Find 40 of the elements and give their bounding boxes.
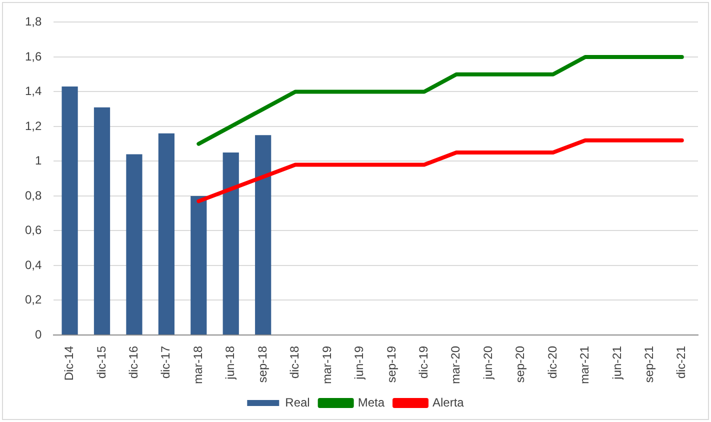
bar: [222, 152, 239, 334]
x-tick-label: dic-16: [126, 346, 141, 379]
x-tick-label: jun-20: [480, 346, 495, 380]
x-tick-label: sep-21: [642, 346, 656, 383]
y-tick-label: 1,4: [24, 84, 42, 98]
x-tick-label: mar-20: [448, 346, 463, 384]
bar: [158, 133, 174, 334]
y-tick-label: 0,2: [24, 292, 42, 307]
x-tick-label: dic-15: [94, 346, 108, 379]
y-tick-label: 0: [34, 327, 42, 342]
bar: [255, 135, 272, 334]
x-tick-label: sep-20: [513, 346, 528, 383]
y-tick-label: 1,6: [24, 49, 42, 64]
x-tick-label: sep-18: [255, 346, 270, 383]
x-tick-label: Dic-14: [62, 346, 76, 381]
bar: [94, 107, 110, 334]
legend-label: Alerta: [432, 395, 464, 410]
x-tick-label: mar-18: [190, 346, 205, 384]
x-tick-label: jun-18: [223, 346, 238, 380]
y-tick-label: 1,8: [24, 14, 42, 29]
x-tick-label: dic-20: [545, 346, 560, 379]
bar: [126, 154, 142, 334]
bar: [190, 196, 207, 334]
x-tick-label: dic-18: [288, 346, 302, 379]
y-tick-label: 1: [34, 154, 42, 168]
y-tick-label: 1,2: [24, 118, 42, 133]
x-tick-label: jun-21: [610, 346, 624, 380]
y-tick-label: 0,4: [24, 258, 42, 272]
x-tick-label: mar-19: [320, 346, 334, 384]
x-tick-label: dic-21: [674, 346, 688, 379]
x-tick-label: dic-19: [416, 346, 430, 379]
x-tick-label: mar-21: [578, 346, 592, 384]
bar: [62, 86, 78, 334]
legend-label: Real: [285, 395, 310, 410]
legend-label: Meta: [358, 395, 385, 410]
x-tick-label: sep-19: [384, 346, 398, 383]
x-tick-label: jun-19: [352, 346, 366, 380]
x-tick-label: dic-17: [158, 346, 173, 379]
y-tick-label: 0,8: [24, 188, 42, 202]
y-tick-label: 0,6: [24, 223, 42, 238]
